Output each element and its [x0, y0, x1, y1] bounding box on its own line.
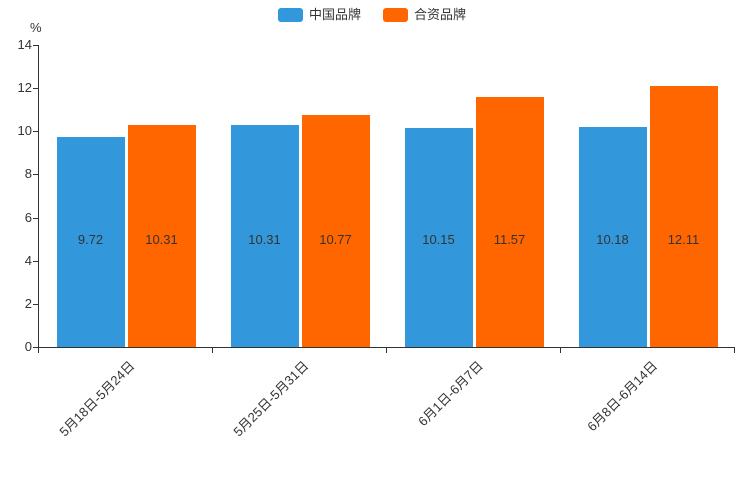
x-axis-tick-mark	[560, 348, 561, 353]
bar-value-label: 11.57	[493, 232, 526, 247]
x-axis-label: 6月1日-6月7日	[414, 358, 486, 430]
legend-label: 合资品牌	[414, 7, 467, 22]
legend-label: 中国品牌	[308, 7, 361, 22]
y-axis-tick-label: 10	[17, 123, 32, 139]
bar-合资品牌[interactable]: 12.11	[649, 85, 718, 347]
bar-value-label: 10.31	[248, 232, 281, 247]
bar-value-label: 9.72	[77, 232, 104, 247]
x-axis-label: 6月8日-6月14日	[583, 358, 660, 435]
legend-item[interactable]: 合资品牌	[383, 8, 466, 22]
y-axis-tick-label: 14	[17, 37, 32, 52]
bar-中国品牌[interactable]: 9.72	[56, 137, 125, 347]
y-axis-tick-label: 0	[24, 339, 32, 354]
y-axis-tick-label: 6	[24, 209, 32, 225]
y-axis-tick-label: 8	[24, 166, 32, 182]
plot-area: 9.72 10.31 10.31 10.77 10.15 11.57 10.18 12.11	[38, 45, 735, 348]
y-axis-tick-label: 4	[24, 252, 32, 268]
bar-中国品牌[interactable]: 10.31	[230, 124, 299, 347]
x-axis-tick-mark	[212, 348, 213, 353]
bar-value-label: 12.11	[667, 232, 700, 247]
bar-value-label: 10.77	[319, 232, 352, 247]
y-axis-unit-label: %	[30, 20, 42, 35]
bar-group: 10.15 11.57	[387, 45, 561, 347]
bar-value-label: 10.18	[596, 232, 629, 247]
bar-中国品牌[interactable]: 10.18	[578, 127, 647, 347]
y-axis-tick-mark	[33, 174, 38, 176]
x-axis-tick-mark	[386, 348, 387, 353]
legend-swatch-icon	[277, 8, 303, 22]
y-axis-tick-mark	[33, 217, 38, 219]
bar-合资品牌[interactable]: 10.31	[127, 124, 196, 347]
bar-中国品牌[interactable]: 10.15	[404, 128, 473, 347]
x-axis-tick-mark	[38, 348, 39, 353]
chart-legend: 中国品牌 合资品牌	[0, 8, 744, 22]
bar-合资品牌[interactable]: 11.57	[475, 97, 544, 347]
y-axis-tick-mark	[33, 260, 38, 262]
x-axis-tick-mark	[734, 348, 735, 353]
bar-value-label: 10.31	[145, 232, 178, 247]
y-axis-tick-label: 12	[17, 80, 32, 96]
x-axis-label: 5月25日-5月31日	[230, 358, 312, 440]
bar-group: 10.31 10.77	[213, 45, 387, 347]
y-axis-tick-mark	[33, 88, 38, 90]
bar-group: 10.18 12.11	[561, 45, 735, 347]
x-axis-label: 5月18日-5月24日	[56, 358, 138, 440]
bar-value-label: 10.15	[422, 232, 455, 247]
bar-合资品牌[interactable]: 10.77	[301, 114, 370, 347]
legend-item[interactable]: 中国品牌	[277, 7, 361, 22]
y-axis-tick-mark	[33, 347, 38, 348]
y-axis-tick-mark	[33, 303, 38, 305]
bar-group: 9.72 10.31	[39, 45, 213, 347]
y-axis-tick-mark	[33, 131, 38, 133]
y-axis-tick-mark	[33, 45, 38, 46]
legend-swatch-icon	[383, 8, 408, 22]
y-axis-tick-label: 2	[24, 295, 32, 311]
